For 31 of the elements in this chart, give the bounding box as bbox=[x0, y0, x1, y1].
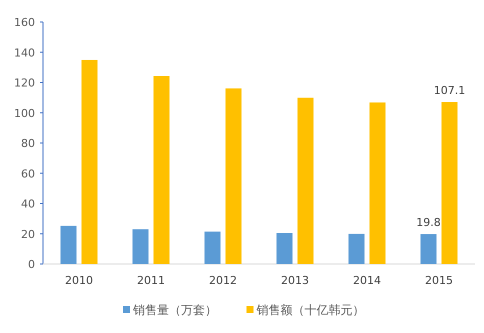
bar bbox=[154, 76, 170, 264]
x-tick-label: 2014 bbox=[353, 274, 381, 287]
x-tick-label: 2013 bbox=[281, 274, 309, 287]
bar bbox=[298, 98, 314, 264]
bar bbox=[226, 88, 242, 264]
bar bbox=[82, 60, 98, 264]
bar bbox=[442, 102, 458, 264]
x-tick-label: 2012 bbox=[209, 274, 237, 287]
bar bbox=[348, 234, 364, 264]
x-tick-label: 2011 bbox=[137, 274, 165, 287]
bar bbox=[420, 234, 436, 264]
y-tick-label: 40 bbox=[21, 198, 35, 210]
bar bbox=[204, 232, 220, 264]
y-tick-label: 140 bbox=[14, 46, 35, 60]
x-tick-label: 2015 bbox=[425, 274, 453, 287]
y-tick-label: 120 bbox=[14, 76, 35, 90]
legend-label: 销售额（十亿韩元） bbox=[256, 303, 364, 317]
y-tick-label: 80 bbox=[21, 137, 35, 150]
y-tick-label: 20 bbox=[21, 228, 35, 241]
data-label: 19.8 bbox=[416, 216, 441, 230]
bar bbox=[60, 226, 76, 264]
x-tick-label: 2010 bbox=[65, 274, 93, 287]
data-label: 107.1 bbox=[434, 84, 466, 98]
legend-label: 销售量（万套） bbox=[132, 303, 217, 317]
y-tick-label: 100 bbox=[14, 106, 35, 120]
y-tick-label: 0 bbox=[28, 258, 35, 271]
bar bbox=[370, 102, 386, 264]
bar bbox=[276, 232, 292, 264]
y-tick-label: 160 bbox=[14, 16, 35, 29]
bar bbox=[132, 229, 148, 264]
y-tick-label: 60 bbox=[21, 167, 35, 180]
